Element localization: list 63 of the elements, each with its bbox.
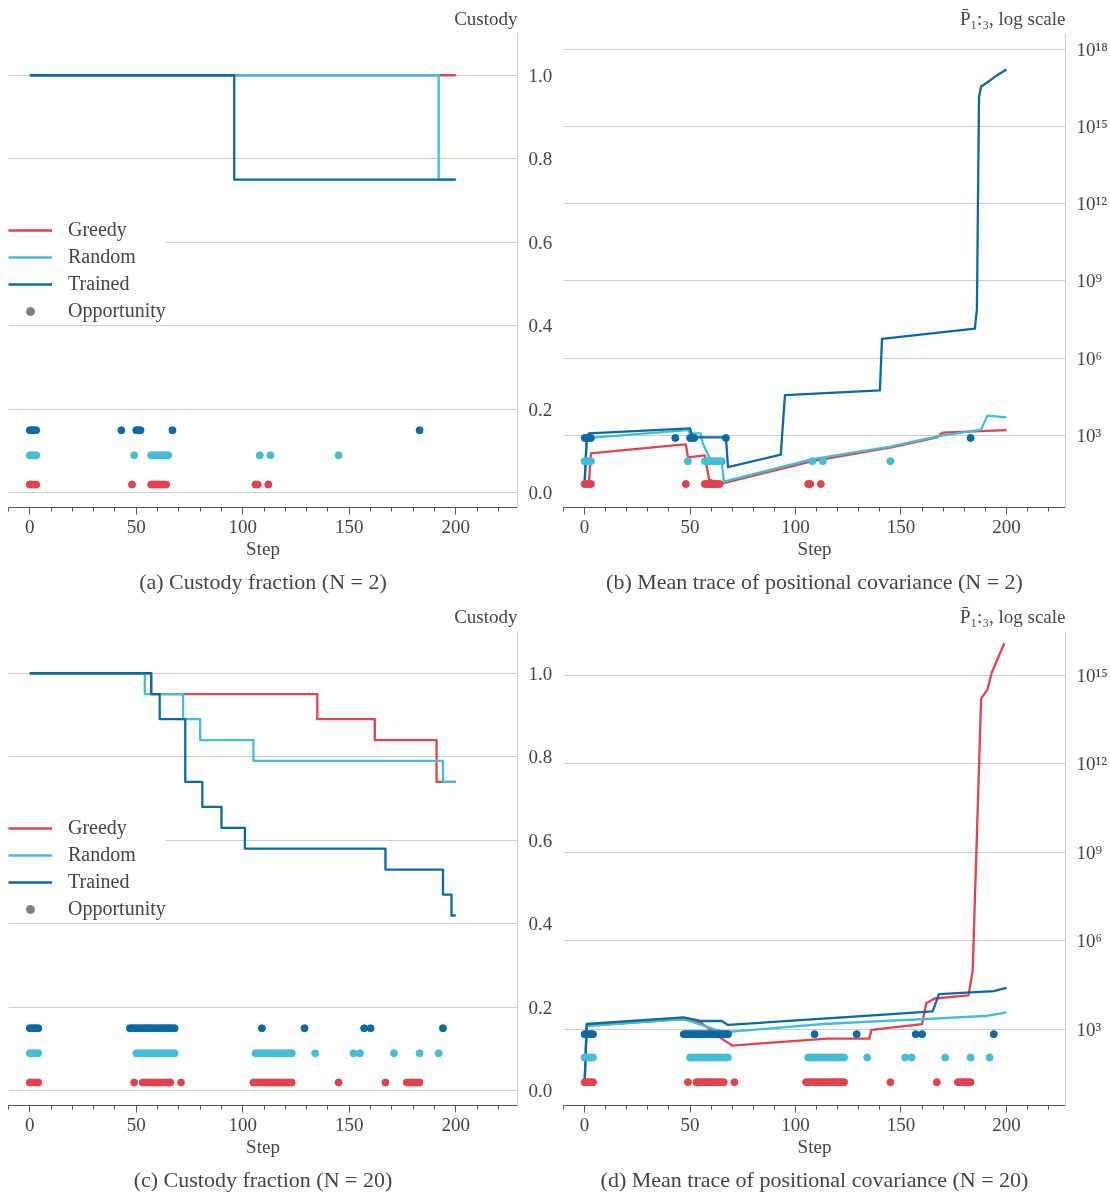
y-tick-label: 0.6	[528, 829, 553, 851]
y-tick-label: 10¹⁵	[1076, 664, 1108, 686]
legend-label: Trained	[68, 272, 130, 295]
x-tick-label: 200	[992, 1113, 1021, 1135]
y-tick-label: 0.0	[528, 1080, 553, 1102]
y-tick-label: 0.4	[528, 315, 553, 337]
legend-label: Random	[68, 843, 136, 866]
y-tick-label: 0.4	[528, 913, 553, 935]
x-axis-title: Step	[246, 1135, 280, 1157]
x-tick-label: 150	[886, 515, 916, 537]
y-tick-label: 0.6	[528, 231, 553, 253]
legend-label: Greedy	[68, 218, 127, 241]
x-axis-title: Step	[246, 537, 280, 559]
y-tick-label: 10³	[1076, 424, 1102, 446]
x-tick-label: 200	[992, 515, 1021, 537]
y-tick-label: 10⁶	[1076, 930, 1103, 952]
x-tick-label: 100	[228, 515, 258, 537]
x-tick-label: 150	[335, 1113, 364, 1135]
x-tick-label: 0	[579, 1113, 590, 1135]
legend-label: Random	[68, 245, 136, 268]
y-tick-label: 0.2	[528, 398, 553, 420]
legend-label: Trained	[68, 870, 130, 893]
legend-label: Opportunity	[68, 299, 166, 322]
x-tick-label: 50	[126, 515, 146, 537]
y-tick-label: 10³	[1076, 1018, 1102, 1040]
x-tick-label: 50	[126, 1113, 146, 1135]
y-tick-label: 10⁹	[1076, 270, 1103, 292]
y-tick-label: 10¹²	[1076, 753, 1108, 775]
x-tick-label: 50	[680, 515, 700, 537]
y-tick-label: 1.0	[528, 662, 553, 684]
x-tick-label: 100	[781, 515, 810, 537]
x-tick-label: 150	[335, 515, 364, 537]
x-tick-label: 0	[25, 515, 35, 537]
x-tick-label: 100	[781, 1113, 810, 1135]
y-tick-label: 10¹²	[1076, 193, 1108, 215]
text: (c) Custody fraction (N = 20)	[133, 1166, 393, 1192]
x-tick-label: 200	[441, 1113, 470, 1135]
text: (b) Mean trace of positional covariance (N = 2)	[606, 568, 1023, 594]
y-axis-title: P̄₁:₃, log scale	[959, 605, 1066, 627]
y-tick-label: 1.0	[528, 64, 553, 86]
x-axis-title: Step	[797, 1135, 832, 1157]
y-tick-label: 10⁶	[1076, 347, 1103, 369]
text: (a) Custody fraction (N = 2)	[139, 568, 387, 594]
x-tick-label: 50	[680, 1113, 700, 1135]
y-axis-title: P̄₁:₃, log scale	[959, 7, 1066, 29]
y-axis-title: Custody	[454, 7, 518, 29]
y-tick-label: 0.2	[528, 996, 553, 1018]
x-tick-label: 200	[441, 515, 470, 537]
y-tick-label: 10¹⁸	[1076, 38, 1108, 60]
y-tick-label: 0.8	[528, 148, 553, 170]
text: (d) Mean trace of positional covariance (N = 20)	[600, 1166, 1029, 1192]
x-tick-label: 150	[886, 1113, 916, 1135]
legend-label: Greedy	[68, 816, 127, 839]
y-tick-label: 0.0	[528, 482, 553, 504]
y-tick-label: 10¹⁵	[1076, 115, 1108, 137]
legend-label: Opportunity	[68, 897, 166, 920]
x-tick-label: 0	[25, 1113, 35, 1135]
y-axis-title: Custody	[454, 605, 518, 627]
x-tick-label: 100	[228, 1113, 258, 1135]
y-tick-label: 0.8	[528, 746, 553, 768]
x-tick-label: 0	[579, 515, 590, 537]
y-tick-label: 10⁹	[1076, 841, 1103, 863]
x-axis-title: Step	[797, 537, 832, 559]
